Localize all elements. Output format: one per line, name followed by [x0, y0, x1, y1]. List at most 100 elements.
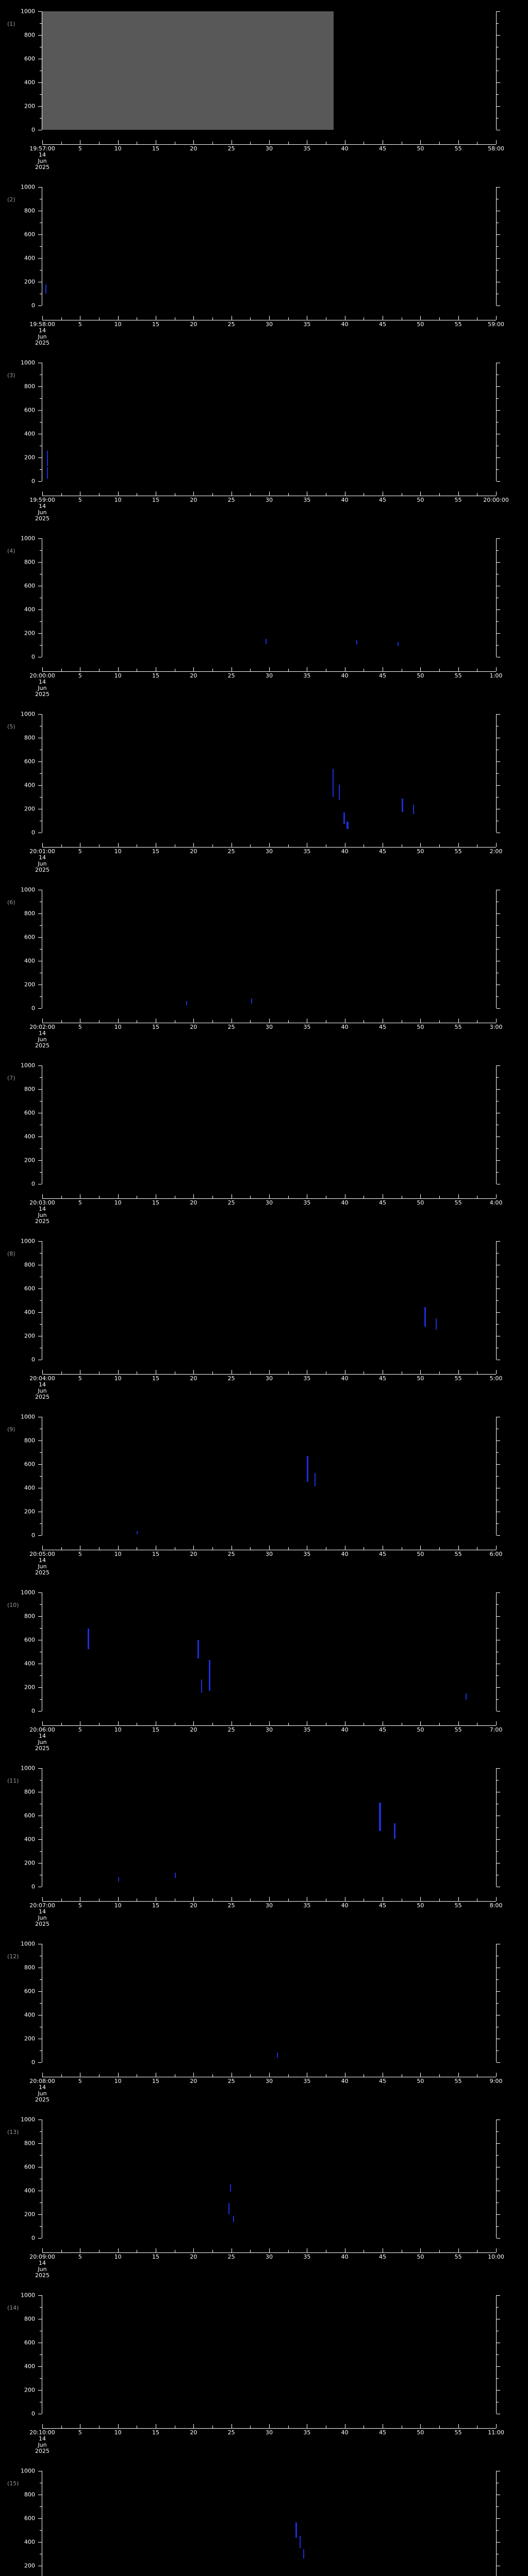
- x-tick-label: 20: [190, 2078, 197, 2084]
- y-tick: [40, 2202, 42, 2203]
- y-tick: [40, 1300, 42, 1301]
- y-tick-right: [497, 2226, 499, 2227]
- x-tick-label: 50: [417, 497, 424, 503]
- y-axis-right: [496, 538, 497, 657]
- x-tick-label: 55: [454, 848, 462, 855]
- y-tick-right: [497, 2238, 500, 2239]
- y-tick-right: [497, 1827, 499, 1828]
- y-tick-labels: 0 200 400 600 800 1000: [0, 9, 37, 133]
- y-tick-label: 600: [24, 231, 35, 238]
- y-tick-labels: 0 200 400 600 800 1000: [0, 1941, 37, 2065]
- y-tick-right: [497, 1089, 500, 1090]
- y-tick-label: 0: [31, 1883, 35, 1890]
- signal-pixel: [466, 1693, 467, 1700]
- x-tick-label: 45: [379, 2429, 386, 2436]
- y-tick: [40, 773, 42, 774]
- y-tick-right: [497, 761, 500, 762]
- date-line: Jun: [38, 2266, 47, 2273]
- y-tick-label: 800: [24, 1261, 35, 1268]
- x-tick: [250, 669, 251, 671]
- x-tick: [269, 2424, 270, 2428]
- x-tick-label-end: 20:00:00: [483, 497, 509, 503]
- y-tick: [40, 23, 42, 24]
- date-line: 2025: [35, 1218, 50, 1225]
- x-tick: [212, 1020, 213, 1023]
- x-tick-label-start: 20:07:00: [29, 1902, 55, 1909]
- y-tick-labels: 0 200 400 600 800 1000: [0, 887, 37, 1011]
- x-tick-label-end: 10:00: [488, 2253, 504, 2260]
- x-tick-label: 15: [152, 1902, 159, 1909]
- x-tick-label: 5: [78, 2078, 82, 2084]
- x-tick: [269, 1546, 270, 1550]
- y-tick: [38, 538, 42, 539]
- x-tick: [193, 667, 194, 671]
- x-tick: [99, 493, 100, 496]
- x-axis-cap-left: [42, 140, 43, 144]
- y-tick: [40, 2050, 42, 2051]
- x-tick: [212, 1899, 213, 1901]
- signal-pixel: [295, 2522, 298, 2538]
- y-tick-right: [497, 1991, 500, 1992]
- x-tick-label: 20: [190, 1902, 197, 1909]
- x-tick-label: 5: [78, 497, 82, 503]
- x-tick-label-start: 19:58:00: [29, 321, 55, 328]
- y-tick-right: [497, 996, 499, 997]
- y-tick: [38, 1535, 42, 1536]
- y-tick-label: 1000: [21, 535, 35, 542]
- x-tick-label: 25: [227, 1199, 235, 1206]
- y-tick-right: [497, 2143, 500, 2144]
- y-tick-right: [497, 2307, 499, 2308]
- y-tick-right: [497, 2366, 500, 2367]
- date-line: Jun: [38, 685, 47, 691]
- date-stack: 14 Jun 2025: [35, 2084, 50, 2103]
- y-tick-right: [497, 2542, 500, 2543]
- y-tick-right: [497, 949, 499, 950]
- date-stack: 14 Jun 2025: [35, 1382, 50, 1400]
- y-tick-right: [497, 1476, 499, 1477]
- x-tick: [420, 1019, 421, 1023]
- y-tick-right: [497, 2354, 499, 2355]
- y-tick-right: [497, 398, 499, 399]
- y-tick-label: 200: [24, 454, 35, 461]
- x-tick-label: 30: [266, 2078, 273, 2084]
- x-tick: [439, 142, 440, 144]
- y-tick-labels: 0 200 400 600 800 1000: [0, 711, 37, 836]
- x-tick-label: 45: [379, 1024, 386, 1030]
- x-axis-cap-left: [42, 843, 43, 847]
- x-tick-label-end: 2:00: [489, 848, 503, 855]
- y-tick: [38, 1687, 42, 1688]
- signal-pixel: [299, 2536, 301, 2548]
- x-tick: [288, 1020, 289, 1023]
- y-tick-label: 800: [24, 1437, 35, 1444]
- x-tick-label: 15: [152, 1024, 159, 1030]
- x-tick: [193, 1897, 194, 1901]
- y-tick-right: [497, 1839, 500, 1840]
- x-tick-label: 50: [417, 321, 424, 328]
- y-tick-right: [497, 469, 499, 470]
- y-tick: [40, 1780, 42, 1781]
- x-tick: [458, 1897, 459, 1901]
- x-tick-label: 50: [417, 1024, 424, 1030]
- x-tick-label: 35: [303, 1024, 311, 1030]
- x-tick-label-start: 20:01:00: [29, 848, 55, 855]
- x-tick-label: 20: [190, 1375, 197, 1382]
- x-tick-label: 35: [303, 1375, 311, 1382]
- date-line: Jun: [38, 1212, 47, 1218]
- x-tick: [288, 317, 289, 320]
- x-axis-cap-right: [496, 140, 497, 144]
- x-tick-label: 55: [454, 145, 462, 152]
- x-axis: [42, 2252, 496, 2253]
- signal-pixel: [338, 784, 340, 800]
- x-tick-label: 25: [227, 1375, 235, 1382]
- x-tick: [118, 2248, 119, 2252]
- x-tick-label: 55: [454, 1199, 462, 1206]
- x-tick-label-start: 19:57:00: [29, 145, 55, 152]
- y-tick: [40, 2354, 42, 2355]
- y-axis-right: [496, 1417, 497, 1535]
- panel-9: (9)Frequency (Hz)0200400600800100020:05:…: [0, 1405, 528, 1581]
- x-tick: [61, 669, 62, 671]
- y-tick: [38, 1592, 42, 1593]
- y-tick: [40, 1675, 42, 1676]
- x-tick: [118, 492, 119, 496]
- x-tick-label: 45: [379, 1551, 386, 1557]
